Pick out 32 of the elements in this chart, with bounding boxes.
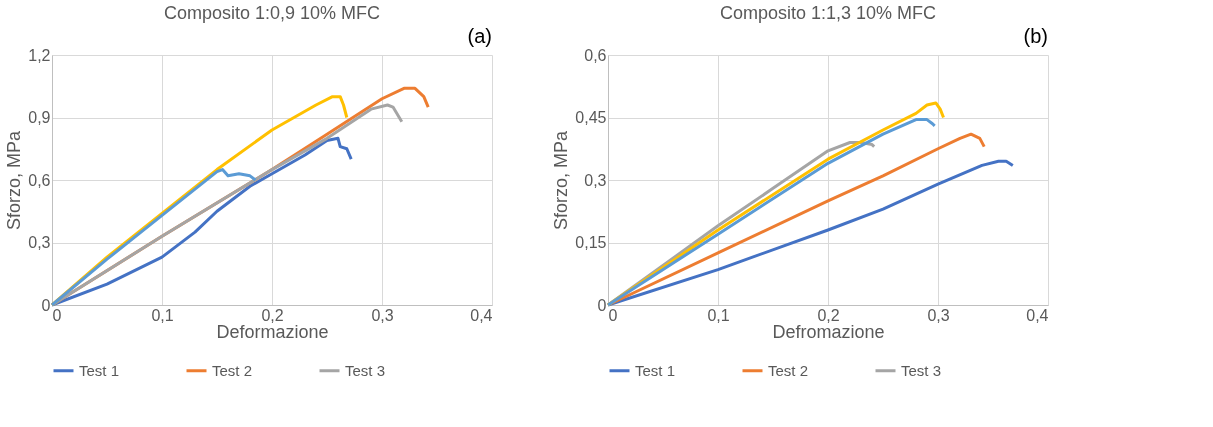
x-tick-label: 0,3 [371, 306, 394, 324]
x-axis-title: Deformazione [216, 321, 329, 342]
text: (b) [1023, 25, 1048, 47]
legend-label: Test 1 [635, 361, 676, 379]
x-tick-label: 0,4 [1026, 306, 1049, 324]
y-tick-label: 0,6 [584, 46, 607, 64]
x-tick-label: 0,2 [817, 306, 840, 324]
text: (a) [467, 25, 492, 47]
legend-label: Test 1 [79, 361, 120, 379]
y-tick-label: 0,9 [28, 109, 51, 126]
y-tick-label: 0,3 [28, 234, 51, 251]
y-tick-label: 1,2 [28, 46, 51, 64]
legend-label: Test 3 [901, 361, 942, 379]
x-tick-label: 0,2 [261, 306, 284, 324]
y-axis-title: Sforzo, MPa [551, 130, 572, 231]
y-tick-label: 0,6 [28, 171, 51, 189]
x-tick-label: 0,1 [151, 306, 174, 324]
legend-label: Test 3 [345, 361, 386, 379]
y-tick-label: 0,45 [575, 109, 607, 126]
x-axis-title: Defromazione [772, 321, 885, 342]
x-tick-label: 0,4 [470, 306, 493, 324]
chart-title: Composito 1:0,9 10% MFC [163, 3, 381, 23]
legend-label: Test 2 [212, 361, 253, 379]
legend-label: Test 2 [768, 361, 809, 379]
y-tick-label: 0,3 [584, 171, 607, 189]
y-axis-title: Sforzo, MPa [4, 130, 25, 231]
chart-title: Composito 1:1,3 10% MFC [719, 3, 937, 23]
x-tick-label: 0,3 [927, 306, 950, 324]
y-tick-label: 0,15 [575, 234, 607, 251]
x-tick-label: 0 [52, 306, 62, 324]
x-tick-label: 0,1 [707, 306, 730, 324]
x-tick-label: 0 [608, 306, 618, 324]
